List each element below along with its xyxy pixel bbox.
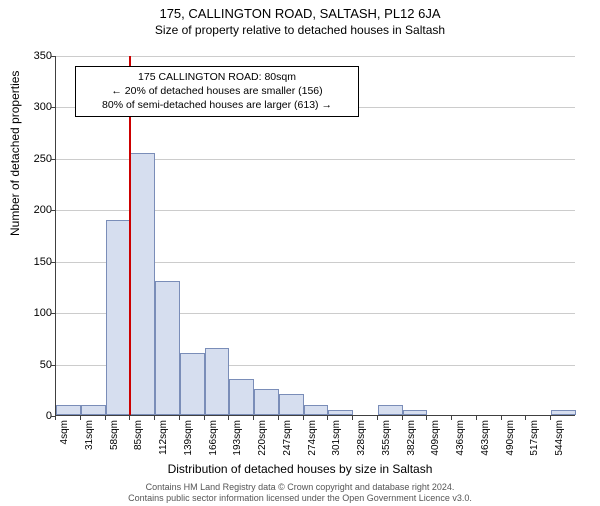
x-tick-mark (550, 416, 551, 420)
x-tick-label: 4sqm (59, 420, 70, 470)
histogram-bar (328, 410, 353, 415)
info-line-1: 175 CALLINGTON ROAD: 80sqm (82, 70, 352, 84)
histogram-bar (279, 394, 304, 415)
x-tick-label: 31sqm (84, 420, 95, 470)
x-tick-mark (179, 416, 180, 420)
histogram-bar (304, 405, 329, 415)
y-tick-label: 100 (12, 307, 52, 319)
info-line-2: ← 20% of detached houses are smaller (15… (82, 84, 352, 98)
info-box: 175 CALLINGTON ROAD: 80sqm ← 20% of deta… (75, 66, 359, 117)
histogram-bar (56, 405, 81, 415)
y-tick-label: 200 (12, 204, 52, 216)
y-tick-label: 300 (12, 101, 52, 113)
x-tick-mark (303, 416, 304, 420)
x-tick-mark (377, 416, 378, 420)
x-tick-label: 544sqm (554, 420, 565, 470)
y-tick-label: 150 (12, 256, 52, 268)
x-tick-mark (278, 416, 279, 420)
footer-line-1: Contains HM Land Registry data © Crown c… (0, 482, 600, 493)
x-tick-label: 490sqm (505, 420, 516, 470)
histogram-bar (180, 353, 205, 415)
x-tick-mark (129, 416, 130, 420)
x-tick-label: 382sqm (406, 420, 417, 470)
y-tick-mark (51, 313, 55, 314)
x-tick-mark (204, 416, 205, 420)
x-tick-label: 517sqm (529, 420, 540, 470)
x-tick-label: 274sqm (307, 420, 318, 470)
y-tick-label: 350 (12, 50, 52, 62)
y-tick-mark (51, 210, 55, 211)
x-tick-mark (253, 416, 254, 420)
y-tick-label: 0 (12, 410, 52, 422)
histogram-bar (205, 348, 230, 415)
x-tick-label: 85sqm (133, 420, 144, 470)
x-tick-label: 301sqm (331, 420, 342, 470)
x-tick-label: 328sqm (356, 420, 367, 470)
footer: Contains HM Land Registry data © Crown c… (0, 482, 600, 505)
x-tick-label: 463sqm (480, 420, 491, 470)
gridline (56, 56, 575, 57)
x-tick-label: 166sqm (208, 420, 219, 470)
y-tick-mark (51, 107, 55, 108)
y-tick-mark (51, 365, 55, 366)
histogram-bar (254, 389, 279, 415)
page-title: 175, CALLINGTON ROAD, SALTASH, PL12 6JA (0, 6, 600, 21)
x-tick-mark (352, 416, 353, 420)
histogram-bar (229, 379, 254, 415)
histogram-bar (378, 405, 403, 415)
histogram-bar (81, 405, 106, 415)
footer-line-2: Contains public sector information licen… (0, 493, 600, 504)
y-tick-label: 50 (12, 359, 52, 371)
x-tick-mark (105, 416, 106, 420)
x-tick-label: 112sqm (158, 420, 169, 470)
x-tick-mark (525, 416, 526, 420)
x-tick-label: 220sqm (257, 420, 268, 470)
x-tick-mark (476, 416, 477, 420)
info-line-3: 80% of semi-detached houses are larger (… (82, 98, 352, 112)
histogram-bar (130, 153, 155, 415)
histogram-bar (155, 281, 180, 415)
x-tick-mark (55, 416, 56, 420)
x-tick-label: 436sqm (455, 420, 466, 470)
x-tick-mark (327, 416, 328, 420)
x-tick-label: 247sqm (282, 420, 293, 470)
x-tick-label: 409sqm (430, 420, 441, 470)
x-tick-mark (426, 416, 427, 420)
x-tick-label: 193sqm (232, 420, 243, 470)
x-tick-mark (154, 416, 155, 420)
x-tick-mark (228, 416, 229, 420)
y-tick-mark (51, 159, 55, 160)
x-tick-mark (501, 416, 502, 420)
x-tick-label: 139sqm (183, 420, 194, 470)
histogram-bar (403, 410, 428, 415)
y-tick-label: 250 (12, 153, 52, 165)
x-tick-mark (402, 416, 403, 420)
x-tick-mark (80, 416, 81, 420)
y-tick-mark (51, 262, 55, 263)
x-tick-label: 58sqm (109, 420, 120, 470)
x-tick-mark (451, 416, 452, 420)
page-subtitle: Size of property relative to detached ho… (0, 23, 600, 37)
histogram-bar (106, 220, 131, 415)
histogram-bar (551, 410, 576, 415)
y-tick-mark (51, 56, 55, 57)
x-tick-label: 355sqm (381, 420, 392, 470)
